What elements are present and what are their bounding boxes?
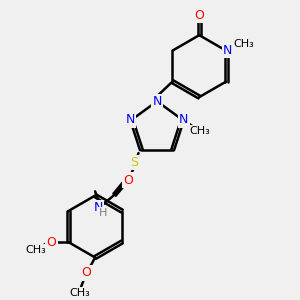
Text: N: N <box>179 113 189 126</box>
Text: S: S <box>130 156 138 169</box>
Text: O: O <box>46 236 56 248</box>
Text: O: O <box>124 174 134 187</box>
Text: CH₃: CH₃ <box>190 126 210 136</box>
Text: N: N <box>94 201 103 214</box>
Text: O: O <box>194 9 204 22</box>
Text: N: N <box>125 113 135 126</box>
Text: O: O <box>82 266 92 280</box>
Text: N: N <box>152 95 162 108</box>
Text: N: N <box>223 44 232 57</box>
Text: CH₃: CH₃ <box>69 288 90 298</box>
Text: CH₃: CH₃ <box>233 39 254 49</box>
Text: CH₃: CH₃ <box>25 245 46 256</box>
Text: H: H <box>99 208 107 218</box>
